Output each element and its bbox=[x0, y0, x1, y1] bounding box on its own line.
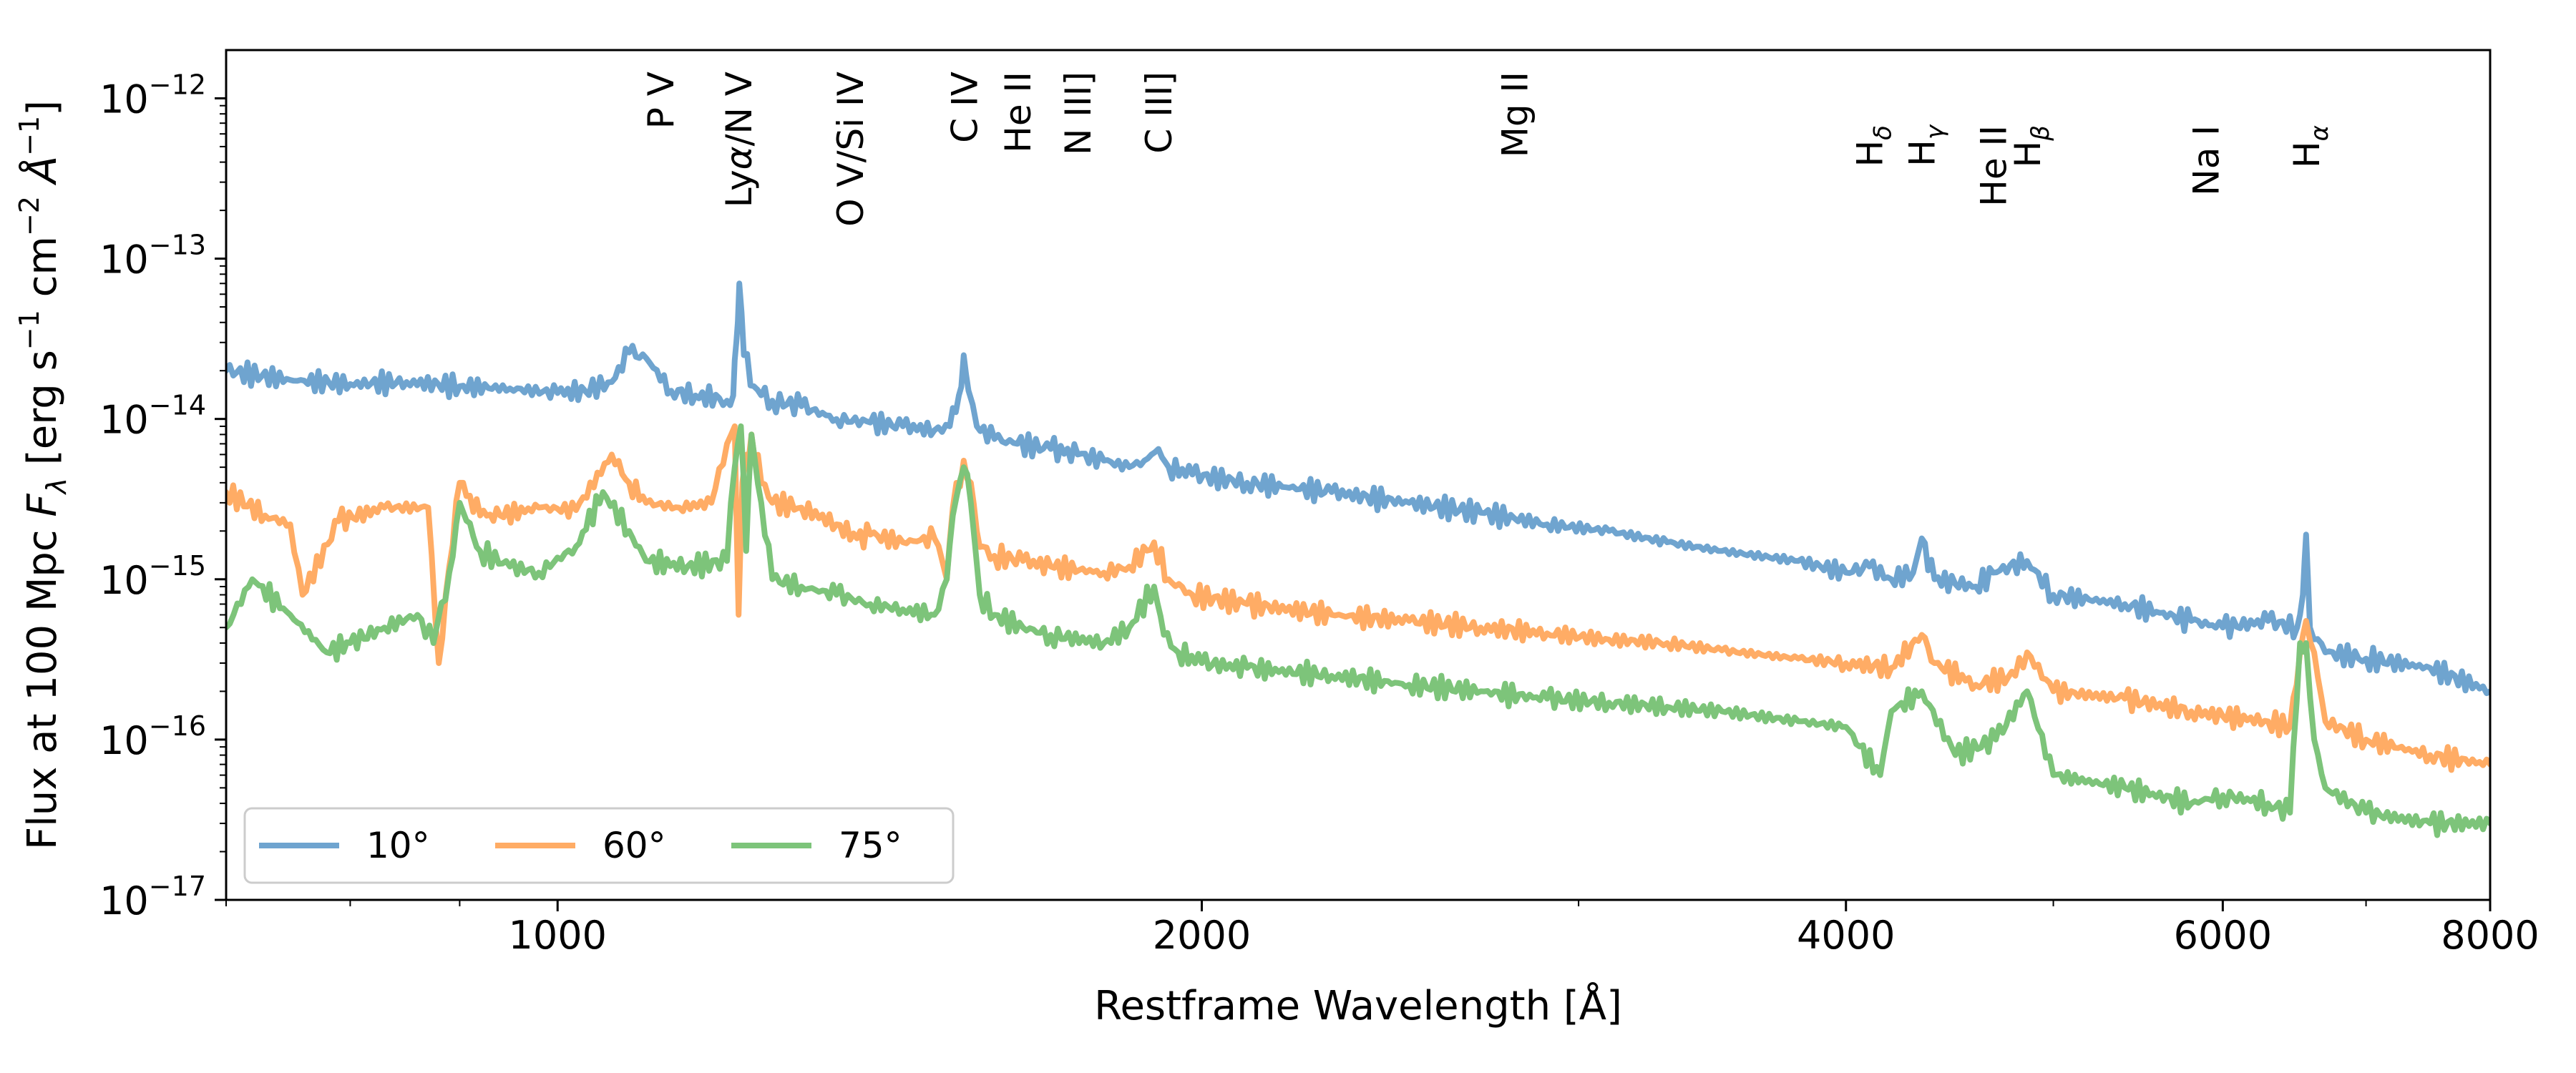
spectral-line-label: Mg II bbox=[1495, 72, 1536, 157]
spectral-line-label: Lyα/N V bbox=[718, 72, 760, 207]
y-tick-label: 10−15 bbox=[99, 550, 206, 603]
y-axis-ticks: 10−12 10−13 10−14 10−15 10−16 10−17 bbox=[99, 69, 226, 923]
spectral-line-label: Na I bbox=[2185, 125, 2227, 196]
series-layer bbox=[226, 280, 2490, 838]
x-tick-label: 8000 bbox=[2441, 913, 2539, 958]
x-tick-label: 1000 bbox=[509, 913, 607, 958]
x-tick-label: 4000 bbox=[1797, 913, 1895, 958]
spectral-line-label: C III] bbox=[1138, 72, 1180, 154]
spectral-line-label: He II bbox=[997, 72, 1039, 153]
y-tick-label: 10−13 bbox=[99, 230, 206, 283]
x-tick-label: 2000 bbox=[1153, 913, 1251, 958]
y-tick-label: 10−12 bbox=[99, 69, 206, 122]
legend-box bbox=[243, 807, 955, 884]
spectral-line-labels: P V Lyα/N V O V/Si IV C IV He II N III] C III]… bbox=[640, 72, 2334, 227]
spectral-line-label: N III] bbox=[1058, 72, 1099, 155]
spectral-line-label: Hα bbox=[2286, 125, 2334, 168]
x-axis-ticks: 1000 2000 4000 6000 8000 bbox=[225, 900, 2540, 958]
spectral-line-label: Hδ bbox=[1850, 125, 1898, 167]
legend: 10° 60° 75° bbox=[243, 807, 955, 884]
plot-frame bbox=[225, 49, 2492, 901]
y-axis-label-text: Flux at 100 Mpc Fλ [erg s−1 cm−2 Å−1] bbox=[14, 100, 72, 850]
spectral-line-label: C IV bbox=[945, 72, 986, 143]
series-line-3 bbox=[226, 423, 2490, 838]
legend-label: 75° bbox=[839, 825, 902, 866]
spectral-line-label: He II bbox=[1973, 125, 2014, 207]
y-tick-label: 10−16 bbox=[99, 710, 206, 763]
x-tick-label: 6000 bbox=[2174, 913, 2272, 958]
spectral-line-label: P V bbox=[640, 72, 682, 129]
spectral-line-label: Hβ bbox=[2007, 125, 2055, 167]
y-tick-label: 10−17 bbox=[99, 871, 206, 923]
series-line-1 bbox=[226, 280, 2490, 697]
x-axis-label: Restframe Wavelength [Å] bbox=[1094, 982, 1622, 1029]
y-axis-label: Flux at 100 Mpc Fλ [erg s−1 cm−2 Å−1] bbox=[14, 100, 72, 850]
spectral-line-label: Hγ bbox=[1902, 124, 1950, 167]
y-tick-label: 10−14 bbox=[99, 390, 206, 443]
series-line-2 bbox=[226, 423, 2490, 773]
spectral-line-label: O V/Si IV bbox=[830, 72, 872, 227]
legend-label: 60° bbox=[602, 825, 666, 866]
legend-label: 10° bbox=[366, 825, 430, 866]
